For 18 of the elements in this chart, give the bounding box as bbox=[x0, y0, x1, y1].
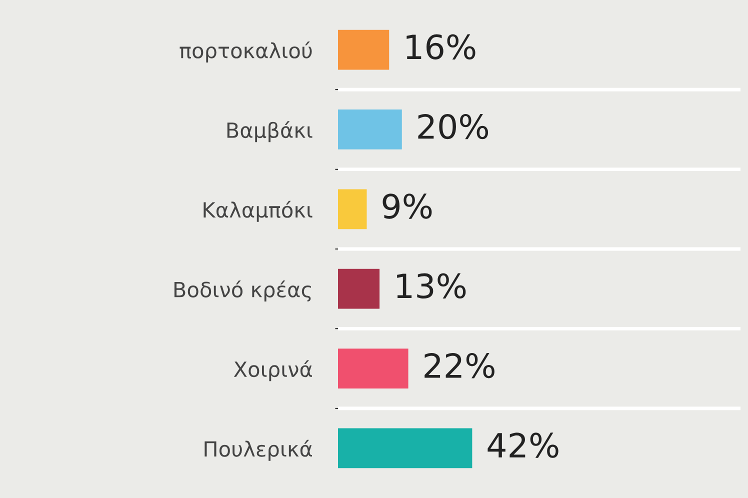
data-label: 16% bbox=[406, 34, 476, 60]
data-label: 42% bbox=[488, 432, 558, 458]
data-label: 13% bbox=[397, 273, 466, 299]
data-label: 22% bbox=[424, 352, 494, 378]
bar bbox=[338, 268, 380, 309]
data-label: 9% bbox=[382, 194, 432, 219]
data-label: 20% bbox=[418, 114, 488, 140]
bar bbox=[338, 189, 367, 230]
y-tick-label: Χοιρινά bbox=[234, 360, 312, 382]
y-tick-label: Πουλερικά bbox=[204, 440, 312, 461]
bar bbox=[338, 348, 408, 388]
bar bbox=[338, 110, 402, 150]
y-tick-label: Βοδινό κρέας bbox=[174, 280, 311, 302]
bar bbox=[338, 428, 472, 468]
bar bbox=[338, 30, 390, 70]
y-tick-label: Καλαμπόκι bbox=[204, 200, 312, 222]
y-tick-label: Βαμβάκι bbox=[227, 121, 312, 142]
y-tick-label: πορτοκαλιού bbox=[180, 41, 312, 62]
